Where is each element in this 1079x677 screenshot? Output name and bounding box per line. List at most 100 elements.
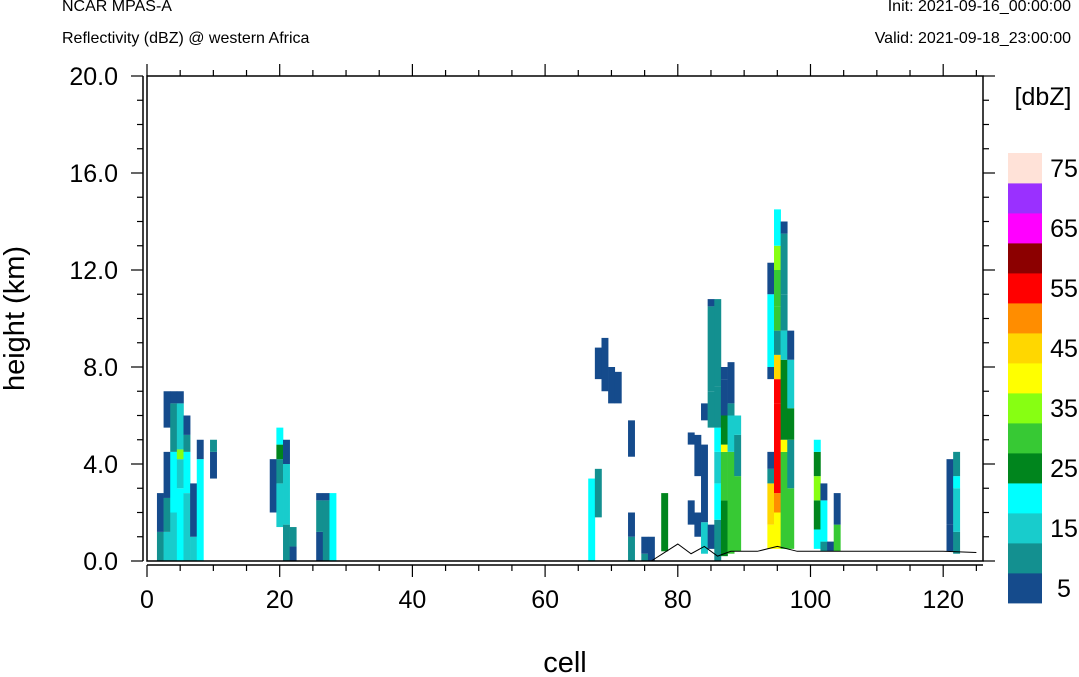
reflectivity-cell xyxy=(707,299,715,307)
colorbar-swatch xyxy=(1008,453,1042,484)
reflectivity-cell xyxy=(787,488,795,549)
reflectivity-cell xyxy=(661,493,669,552)
x-axis: 0 20 40 60 80 100 120 xyxy=(140,64,983,614)
reflectivity-cell xyxy=(787,408,795,440)
model-name: NCAR MPAS-A xyxy=(62,0,172,15)
reflectivity-cell xyxy=(183,493,191,561)
reflectivity-cell xyxy=(774,330,781,355)
reflectivity-cell xyxy=(316,500,324,532)
reflectivity-cell xyxy=(774,306,781,331)
reflectivity-cell xyxy=(774,209,781,246)
init-time: Init: 2021-09-16_00:00:00 xyxy=(887,0,1071,15)
reflectivity-cell xyxy=(720,367,728,380)
colorbar-label: 65 xyxy=(1050,215,1078,243)
reflectivity-cell xyxy=(210,439,217,452)
reflectivity-cell xyxy=(813,476,821,501)
colorbar-swatch xyxy=(1008,513,1042,544)
reflectivity-cell xyxy=(774,270,781,307)
reflectivity-cell xyxy=(767,468,775,484)
reflectivity-cell xyxy=(727,451,735,554)
reflectivity-cell xyxy=(687,432,695,445)
reflectivity-cell xyxy=(170,451,178,513)
reflectivity-cell xyxy=(701,403,708,421)
reflectivity-cell xyxy=(780,330,788,360)
reflectivity-cell xyxy=(176,459,184,489)
reflectivity-cell xyxy=(787,359,795,409)
reflectivity-cell xyxy=(269,459,277,513)
reflectivity-cell xyxy=(820,500,828,542)
reflectivity-cell xyxy=(734,415,742,435)
colorbar-swatch xyxy=(1008,273,1042,304)
reflectivity-cell xyxy=(322,500,330,561)
reflectivity-cell xyxy=(946,459,954,525)
colorbar-swatch xyxy=(1008,243,1042,274)
reflectivity-cell xyxy=(813,529,821,549)
reflectivity-cell xyxy=(953,488,961,532)
reflectivity-cell xyxy=(170,391,178,404)
colorbar-swatch xyxy=(1008,423,1042,454)
reflectivity-cell xyxy=(727,403,735,416)
reflectivity-cell xyxy=(283,464,290,525)
x-tick-label: 0 xyxy=(140,586,154,614)
colorbar-swatch xyxy=(1008,213,1042,244)
colorbar-label: 35 xyxy=(1050,395,1078,423)
reflectivity-cell xyxy=(190,536,198,561)
reflectivity-cell xyxy=(714,386,722,428)
y-tick-label: 16.0 xyxy=(69,160,118,188)
reflectivity-cell xyxy=(727,415,735,452)
colorbar: 5 15 25 35 45 55 65 75 xyxy=(1008,153,1078,604)
reflectivity-cell xyxy=(774,379,781,404)
x-tick-label: 120 xyxy=(922,586,964,614)
reflectivity-cell xyxy=(774,512,781,549)
colorbar-unit: [dbZ] xyxy=(1015,83,1072,111)
reflectivity-cell xyxy=(767,451,775,469)
reflectivity-cell xyxy=(734,476,742,552)
reflectivity-cell xyxy=(774,403,781,494)
reflectivity-cell xyxy=(767,367,775,380)
reflectivity-cell xyxy=(714,451,722,484)
colorbar-label: 55 xyxy=(1050,275,1078,303)
y-tick-label: 20.0 xyxy=(69,63,118,91)
x-tick-label: 80 xyxy=(664,586,692,614)
reflectivity-cell xyxy=(714,299,722,387)
reflectivity-cell xyxy=(196,439,204,460)
reflectivity-cell xyxy=(780,439,788,452)
reflectivity-cell xyxy=(953,531,961,554)
reflectivity-cell xyxy=(163,451,171,498)
reflectivity-cell xyxy=(163,391,171,428)
reflectivity-cell xyxy=(687,500,695,525)
reflectivity-cell xyxy=(628,536,635,561)
y-axis-title: height (km) xyxy=(0,246,31,391)
x-tick-label: 100 xyxy=(790,586,832,614)
reflectivity-cell xyxy=(813,451,821,477)
reflectivity-cell xyxy=(289,527,297,547)
reflectivity-cell xyxy=(820,483,828,501)
reflectivity-cell xyxy=(283,439,290,464)
y-tick-label: 0.0 xyxy=(83,548,118,576)
colorbar-swatch xyxy=(1008,363,1042,394)
reflectivity-cell xyxy=(183,451,191,494)
reflectivity-cell xyxy=(156,493,164,532)
reflectivity-cell xyxy=(780,233,788,295)
y-tick-label: 8.0 xyxy=(83,354,118,382)
reflectivity-cell xyxy=(767,483,775,525)
reflectivity-cell xyxy=(727,362,735,404)
reflectivity-cell xyxy=(787,439,795,489)
colorbar-swatch xyxy=(1008,483,1042,514)
reflectivity-cell xyxy=(170,403,178,452)
reflectivity-cell xyxy=(601,337,609,392)
reflectivity-cell xyxy=(707,524,715,549)
reflectivity-cell xyxy=(641,536,649,554)
reflectivity-cell xyxy=(316,493,324,501)
reflectivity-cell xyxy=(588,478,596,561)
reflectivity-cell xyxy=(787,330,795,360)
terrain-line xyxy=(650,543,977,562)
colorbar-swatch xyxy=(1008,393,1042,424)
colorbar-swatch xyxy=(1008,543,1042,574)
reflectivity-cell xyxy=(176,391,184,404)
reflectivity-cell xyxy=(767,524,775,549)
reflectivity-cell xyxy=(953,451,961,477)
reflectivity-cell xyxy=(163,531,171,561)
reflectivity-cell xyxy=(774,493,781,513)
reflectivity-cell xyxy=(196,459,204,561)
